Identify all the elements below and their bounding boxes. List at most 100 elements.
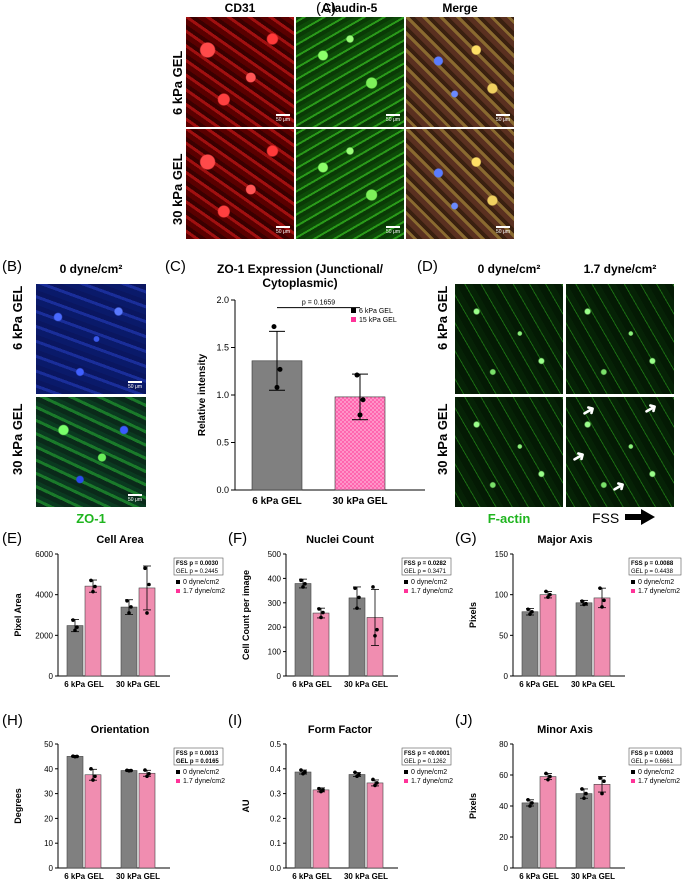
y-tick-label: 0.0 xyxy=(270,864,282,873)
y-tick-label: 0.4 xyxy=(270,765,282,774)
p-value-annotation: p = 0.1659 xyxy=(302,300,335,307)
y-tick-label: 150 xyxy=(495,550,509,559)
micrograph-merge-6kpa: 50 μm xyxy=(406,17,514,127)
x-tick-label: 30 kPa GEL xyxy=(344,872,388,881)
data-point xyxy=(371,777,375,782)
panel-b-row-label-30kpa: 30 kPa GEL xyxy=(10,403,25,475)
data-point xyxy=(271,324,277,330)
y-tick-label: 60 xyxy=(499,771,508,780)
data-point xyxy=(598,586,602,590)
micrograph-factin-6kpa-0 xyxy=(455,284,563,394)
y-tick-label: 200 xyxy=(268,623,282,632)
bar xyxy=(593,597,611,677)
panel-a-letter: (A) xyxy=(316,0,336,17)
stat-box xyxy=(173,557,224,576)
data-point xyxy=(353,586,357,590)
micrograph-zo1-30kpa: 50 μm xyxy=(36,397,146,507)
legend-swatch xyxy=(176,589,180,593)
micrograph-factin-30kpa-17: ➜ ➜ ➜ ➜ xyxy=(566,397,674,507)
y-axis-label: Pixel Area xyxy=(13,592,23,636)
data-point xyxy=(530,609,534,614)
data-point xyxy=(548,774,552,779)
y-tick-label: 20 xyxy=(44,814,53,823)
stat-label: FSS p = 0.0030 xyxy=(176,561,219,567)
stat-box xyxy=(628,747,682,766)
y-axis-label: Relative intensity xyxy=(197,353,208,436)
stat-label: GEL p = 0.2445 xyxy=(176,569,219,575)
bar xyxy=(539,776,557,869)
micrograph-claudin5-6kpa: 50 μm xyxy=(296,17,404,127)
arrow-icon: ➜ xyxy=(608,476,630,499)
data-point xyxy=(91,589,95,594)
panel-j-letter: (J) xyxy=(455,712,473,729)
stat-label: GEL p = 0.3471 xyxy=(404,569,447,575)
legend-swatch xyxy=(404,770,408,774)
y-tick-label: 0 xyxy=(277,672,282,681)
legend-swatch xyxy=(351,317,356,322)
chart-i-title: Form Factor xyxy=(307,724,373,736)
y-tick-label: 0.1 xyxy=(270,839,282,848)
bar xyxy=(348,774,366,869)
data-point xyxy=(319,789,323,794)
y-tick-label: 6000 xyxy=(35,550,53,559)
panel-d-stain-label: F-actin xyxy=(487,511,531,526)
stat-box xyxy=(401,747,452,766)
stat-label: GEL p = 0.6661 xyxy=(631,759,674,765)
x-tick-label: 30 kPa GEL xyxy=(344,680,388,689)
y-tick-label: 1.5 xyxy=(216,343,229,353)
y-tick-label: 0.2 xyxy=(270,814,282,823)
panel-d-row-label-6kpa: 6 kPa GEL xyxy=(435,285,450,350)
stat-label: FSS p = 0.0282 xyxy=(404,561,447,567)
micrograph-factin-30kpa-0 xyxy=(455,397,563,507)
bar xyxy=(593,783,611,869)
bar xyxy=(294,583,312,677)
data-point xyxy=(582,602,586,607)
chart-c-zo1-expression: 0.0 0.5 1.0 1.5 2.0 Relative intensity 6 kPa G… xyxy=(197,295,425,507)
data-point xyxy=(143,566,147,571)
data-point xyxy=(321,610,325,615)
legend-label: 1.7 dyne/cm2 xyxy=(411,588,453,595)
data-point xyxy=(317,786,321,791)
y-axis-label: AU xyxy=(241,800,251,813)
data-point xyxy=(89,767,93,771)
data-point xyxy=(127,611,131,615)
data-point xyxy=(145,611,149,615)
data-point xyxy=(373,783,377,788)
data-point xyxy=(546,595,550,599)
bar xyxy=(575,602,593,677)
panel-h-letter: (H) xyxy=(2,712,23,729)
legend-label: 0 dyne/cm2 xyxy=(638,769,674,776)
col-label-merge: Merge xyxy=(442,1,478,15)
panel-b-col-label: 0 dyne/cm² xyxy=(59,262,123,276)
y-tick-label: 0.5 xyxy=(216,438,229,448)
data-point xyxy=(93,584,97,589)
panel-d-col-label-0: 0 dyne/cm² xyxy=(477,262,541,276)
panel-d-col-label-17: 1.7 dyne/cm² xyxy=(583,262,657,276)
data-point xyxy=(544,589,548,594)
data-point xyxy=(125,598,129,603)
stat-label: GEL p = 0.4438 xyxy=(631,569,674,575)
chart-c-title: ZO-1 Expression (Junctional/ Cytoplasmic… xyxy=(216,262,384,290)
x-tick-label: 30 kPa GEL xyxy=(571,872,615,881)
bar xyxy=(539,594,557,677)
legend-swatch xyxy=(176,580,180,584)
y-tick-label: 2000 xyxy=(35,631,53,640)
legend-label: 15 kPa GEL xyxy=(359,317,397,324)
y-axis-label: Degrees xyxy=(13,788,23,824)
row-label-30kpa: 30 kPa GEL xyxy=(170,153,185,225)
panel-d-letter: (D) xyxy=(417,258,438,275)
legend-swatch xyxy=(404,580,408,584)
panel-d-row-label-30kpa: 30 kPa GEL xyxy=(435,403,450,475)
y-tick-label: 50 xyxy=(499,631,508,640)
data-point xyxy=(89,578,93,583)
legend-swatch xyxy=(631,580,635,584)
panel-b-stain-label: ZO-1 xyxy=(76,511,106,526)
x-tick-label: 30 kPa GEL xyxy=(332,496,387,507)
x-tick-label: 6 kPa GEL xyxy=(64,680,104,689)
col-label-cd31: CD31 xyxy=(224,1,256,15)
y-tick-label: 10 xyxy=(44,839,53,848)
bar xyxy=(521,611,539,677)
stat-label: GEL p = 0.0165 xyxy=(176,759,219,765)
y-tick-label: 80 xyxy=(499,740,508,749)
data-point xyxy=(145,774,149,779)
